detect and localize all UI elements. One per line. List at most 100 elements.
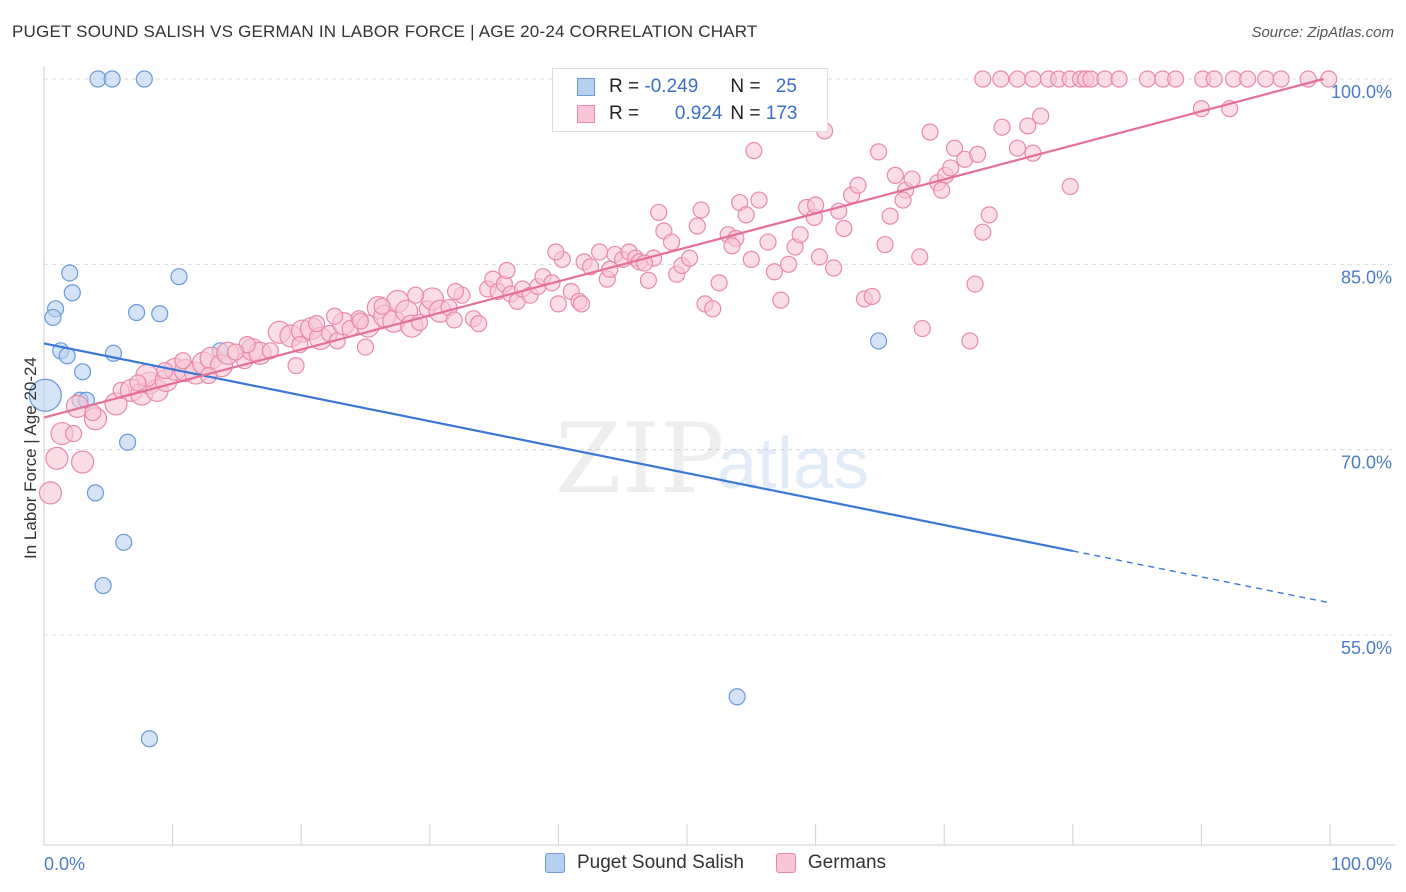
data-point-salish bbox=[151, 305, 169, 323]
data-point-german bbox=[863, 287, 881, 306]
data-point-german bbox=[650, 203, 668, 222]
n-label: N = bbox=[730, 76, 761, 97]
data-point-salish bbox=[140, 730, 159, 748]
legend-swatch-germans bbox=[775, 853, 796, 873]
data-point-german bbox=[942, 159, 960, 177]
data-point-salish bbox=[870, 332, 888, 350]
data-point-german bbox=[1272, 70, 1290, 88]
data-point-german bbox=[791, 226, 809, 244]
data-point-german bbox=[980, 206, 998, 224]
data-point-german bbox=[886, 166, 904, 184]
data-point-german bbox=[688, 217, 706, 235]
data-point-german bbox=[64, 424, 83, 443]
data-point-german bbox=[772, 291, 790, 309]
y-tick-label: 100.0% bbox=[1331, 82, 1392, 102]
legend-row-germans: R = 0.924 N = 173 bbox=[577, 102, 797, 126]
data-point-salish bbox=[115, 533, 133, 551]
data-point-german bbox=[759, 233, 777, 251]
data-point-german bbox=[547, 243, 565, 261]
trend-line-salish bbox=[43, 342, 1074, 553]
data-point-german bbox=[1167, 70, 1185, 88]
legend-swatch-salish bbox=[577, 78, 595, 96]
data-point-german bbox=[835, 219, 853, 238]
data-point-german bbox=[572, 295, 591, 313]
series-legend: Puget Sound Salish Germans bbox=[545, 852, 918, 874]
data-point-salish bbox=[63, 284, 81, 302]
data-point-german bbox=[156, 361, 174, 380]
data-point-salish bbox=[44, 308, 62, 327]
data-point-german bbox=[174, 352, 192, 370]
trend-line-salish-extension bbox=[1072, 550, 1331, 604]
data-point-german bbox=[639, 271, 658, 289]
data-point-german bbox=[261, 342, 279, 360]
axes bbox=[43, 66, 1395, 846]
data-point-german bbox=[723, 237, 741, 255]
data-point-german bbox=[933, 181, 951, 199]
data-point-german bbox=[810, 248, 829, 266]
data-point-german bbox=[1008, 70, 1027, 88]
data-point-german bbox=[992, 70, 1010, 88]
data-point-german bbox=[1024, 70, 1042, 88]
legend-item-germans[interactable]: Germans bbox=[775, 852, 887, 874]
legend-row-salish: R = -0.249 N = 25 bbox=[577, 75, 797, 99]
y-tick-label: 55.0% bbox=[1341, 638, 1392, 658]
data-point-german bbox=[993, 118, 1011, 136]
data-point-german bbox=[876, 235, 894, 254]
data-point-german bbox=[38, 481, 63, 505]
data-point-german bbox=[742, 250, 760, 268]
legend-label-germans: Germans bbox=[807, 852, 887, 873]
data-point-german bbox=[745, 142, 763, 160]
data-point-german bbox=[750, 191, 768, 209]
data-point-german bbox=[373, 297, 391, 315]
chart-title: PUGET SOUND SALISH VS GERMAN IN LABOR FO… bbox=[12, 22, 758, 41]
source-label: Source: ZipAtlas.com bbox=[1251, 24, 1394, 41]
data-point-german bbox=[961, 332, 979, 350]
tick-labels: 55.0% 70.0% 85.0% 100.0% 0.0% 100.0% bbox=[44, 82, 1392, 874]
data-point-german bbox=[1019, 117, 1037, 135]
data-point-german bbox=[662, 233, 681, 251]
legend-swatch-salish bbox=[545, 853, 565, 873]
data-point-german bbox=[1138, 70, 1156, 88]
correlation-legend: R = -0.249 N = 25 R = 0.924 N = 173 bbox=[552, 68, 828, 132]
data-point-german bbox=[129, 374, 147, 392]
data-point-german bbox=[765, 263, 784, 281]
data-point-german bbox=[692, 201, 710, 219]
data-points bbox=[28, 70, 1338, 748]
data-point-german bbox=[590, 243, 609, 261]
legend-item-salish[interactable]: Puget Sound Salish bbox=[545, 852, 744, 874]
data-point-salish bbox=[170, 268, 188, 286]
data-point-german bbox=[806, 196, 825, 214]
x-tick-label: 100.0% bbox=[1331, 854, 1392, 874]
trend-line-germans bbox=[43, 77, 1324, 419]
data-point-german bbox=[945, 139, 964, 157]
data-point-german bbox=[227, 343, 245, 361]
data-point-german bbox=[326, 307, 344, 325]
n-value-germans: 173 bbox=[765, 103, 798, 124]
data-point-german bbox=[903, 170, 921, 188]
watermark-zip: ZIP bbox=[555, 403, 724, 515]
data-point-german bbox=[308, 315, 326, 333]
data-point-german bbox=[1032, 107, 1050, 125]
data-point-german bbox=[825, 259, 843, 277]
r-label: R = bbox=[609, 76, 640, 97]
data-point-salish bbox=[103, 70, 121, 88]
data-point-german bbox=[1192, 100, 1211, 118]
data-point-german bbox=[921, 123, 939, 141]
data-point-german bbox=[45, 446, 69, 470]
data-point-german bbox=[966, 275, 984, 293]
data-point-salish bbox=[94, 576, 112, 595]
data-point-salish bbox=[86, 484, 105, 502]
data-point-german bbox=[969, 145, 987, 163]
data-point-german bbox=[446, 282, 465, 301]
data-point-german bbox=[974, 70, 992, 88]
data-point-german bbox=[881, 207, 899, 225]
legend-label-salish: Puget Sound Salish bbox=[577, 852, 744, 873]
r-value-salish: -0.249 bbox=[644, 76, 699, 97]
data-point-german bbox=[1239, 70, 1257, 88]
watermark: ZIP atlas bbox=[555, 403, 869, 515]
data-point-german bbox=[680, 249, 699, 267]
data-point-german bbox=[911, 248, 929, 266]
data-point-german bbox=[1205, 70, 1223, 88]
data-point-salish bbox=[28, 378, 62, 412]
data-point-salish bbox=[118, 433, 137, 451]
